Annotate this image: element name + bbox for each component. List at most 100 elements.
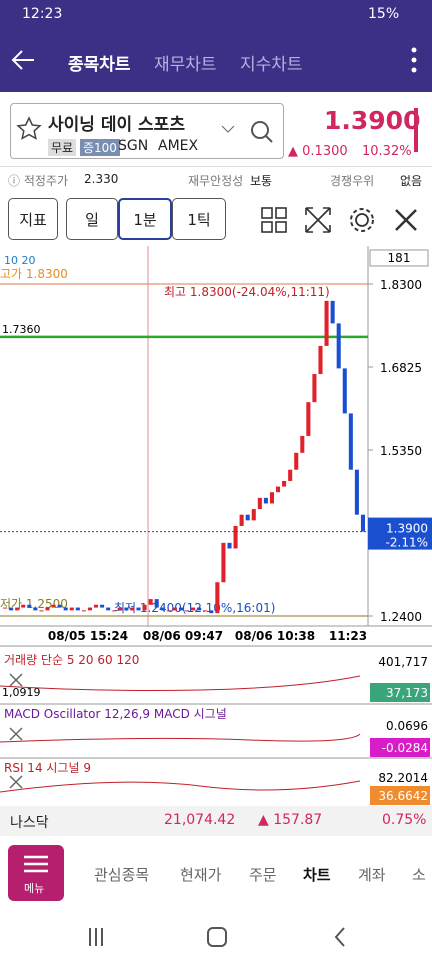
candle (136, 607, 141, 611)
toolbar-button[interactable]: 지표 (8, 198, 58, 240)
info-label: 재무안정성 (188, 174, 244, 188)
candle (300, 435, 305, 453)
menu-label: 메뉴 (24, 882, 45, 895)
candle (312, 374, 317, 403)
tab[interactable]: 재무차트 (154, 55, 217, 75)
ticker: SGN (118, 138, 149, 154)
y-tick-label: 1.6825 (380, 361, 422, 375)
candle (360, 514, 365, 532)
back-button[interactable] (8, 44, 40, 76)
search-icons[interactable] (220, 120, 280, 146)
panel-value: 0.0696 (386, 719, 428, 733)
candle (63, 607, 68, 611)
info-value: 2.330 (84, 172, 119, 186)
nav-item[interactable]: 주문 (249, 866, 277, 884)
candle (33, 607, 38, 611)
info-value: 없음 (400, 174, 423, 188)
candle (294, 452, 299, 470)
candle (233, 525, 238, 549)
nav-item[interactable]: 계좌 (358, 866, 386, 884)
candle (3, 607, 8, 609)
y-tick-label: 1.5350 (380, 444, 422, 458)
toolbar-icons[interactable] (258, 204, 428, 236)
menu-icon (24, 855, 48, 873)
index-name: 나스닥 (10, 815, 49, 831)
count-box (369, 249, 429, 267)
index-value: 21,074.42 (164, 812, 236, 828)
ma-periods: 10 20 (4, 254, 36, 267)
status-battery: 15% (368, 6, 400, 22)
x-tick-label: 11:23 (329, 629, 367, 643)
menu-button[interactable] (8, 845, 64, 901)
price: 1.3900 (324, 106, 421, 135)
toolbar-button[interactable]: 일 (66, 198, 118, 240)
max-note: 최고 1.8300(-24.04%,11:11) (164, 285, 330, 299)
candle (57, 604, 62, 608)
candle (269, 492, 274, 504)
panel-value: 82.2014 (378, 771, 428, 785)
nav-item[interactable]: 관심종목 (94, 866, 150, 884)
high-label: 고가 1.8300 (0, 267, 68, 281)
candle (324, 300, 329, 346)
index-pct: 0.75% (382, 812, 427, 828)
low-label: 저가 1.2500 (0, 597, 68, 611)
candle (154, 599, 159, 608)
stock-name: 사이닝 데이 스포츠 (48, 115, 185, 135)
panel-title: RSI 14 시그널 9 (4, 761, 91, 775)
candle (148, 599, 153, 605)
panel-current: 37,173 (386, 686, 428, 700)
candle (348, 413, 353, 470)
current-box (368, 517, 432, 550)
y-tick-label: 1.2400 (380, 610, 422, 624)
toolbar-button[interactable]: 1분 (118, 198, 172, 240)
nav-item[interactable]: 차트 (303, 866, 331, 884)
toolbar-button[interactable]: 1틱 (172, 198, 226, 240)
price-bar (414, 108, 418, 152)
nav-item[interactable]: 소 (412, 866, 426, 884)
panel-value: 1,0919 (2, 686, 41, 699)
candle (106, 607, 111, 611)
panel-title: MACD Oscillator 12,26,9 MACD 시그널 (4, 707, 227, 721)
candle (142, 604, 147, 611)
info-label: 적정주가 (23, 174, 68, 188)
change: ▲ 0.1300 (288, 144, 348, 159)
info-label: ⓘ 적정주가 (8, 174, 68, 188)
candle (130, 607, 135, 611)
tab[interactable]: 종목차트 (68, 55, 131, 75)
candle (9, 607, 14, 611)
change-value: 0.1300 (302, 144, 348, 159)
candle (239, 514, 244, 526)
candle (81, 610, 86, 612)
candle (112, 610, 117, 612)
candle (178, 607, 183, 611)
candle (21, 604, 26, 608)
index-change-value: 157.87 (273, 812, 323, 828)
candle (45, 607, 50, 611)
x-tick-label: 08/06 09:47 (143, 629, 223, 643)
search-box[interactable] (10, 103, 284, 159)
candle (203, 610, 208, 612)
candle (100, 604, 105, 608)
candle (118, 607, 123, 611)
value-box (370, 786, 430, 805)
info-value: 보통 (250, 174, 273, 188)
tab[interactable]: 지수차트 (240, 55, 303, 75)
favorite-star[interactable] (16, 116, 42, 142)
candle (282, 480, 287, 487)
panel-title: 거래량 단순 5 20 60 120 (4, 653, 139, 667)
x-tick-label: 08/05 15:24 (48, 629, 128, 643)
candle (342, 368, 347, 414)
more-menu[interactable] (404, 44, 424, 76)
level-label: 1.7360 (2, 323, 41, 336)
candle (15, 607, 20, 611)
current-change: -2.11% (386, 536, 428, 550)
y-tick-label: 1.8300 (380, 278, 422, 292)
candle (288, 469, 293, 481)
candle (354, 469, 359, 515)
nav-item[interactable]: 현재가 (180, 866, 222, 884)
close-icons[interactable] (9, 673, 23, 789)
tag: 무료 (48, 139, 77, 156)
candle (124, 607, 129, 611)
indicator-lines (0, 675, 361, 793)
